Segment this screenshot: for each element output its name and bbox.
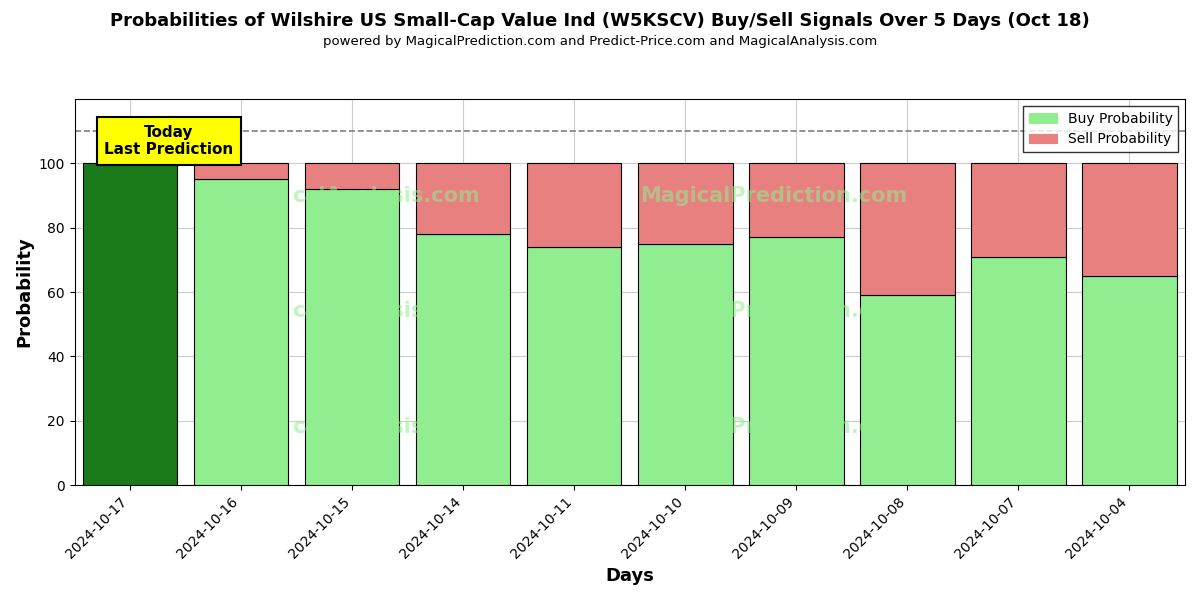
- Bar: [749, 163, 844, 238]
- Text: MagicalPrediction.com: MagicalPrediction.com: [641, 417, 907, 437]
- Text: powered by MagicalPrediction.com and Predict-Price.com and MagicalAnalysis.com: powered by MagicalPrediction.com and Pre…: [323, 35, 877, 48]
- Text: calAnalysis.com: calAnalysis.com: [292, 185, 480, 206]
- Text: calAnalysis.com: calAnalysis.com: [292, 301, 480, 322]
- Bar: [1082, 276, 1177, 485]
- Bar: [416, 163, 510, 234]
- Text: MagicalPrediction.com: MagicalPrediction.com: [641, 301, 907, 322]
- Bar: [305, 163, 400, 189]
- X-axis label: Days: Days: [605, 567, 654, 585]
- Text: Today
Last Prediction: Today Last Prediction: [104, 125, 234, 157]
- Bar: [416, 234, 510, 485]
- Legend: Buy Probability, Sell Probability: Buy Probability, Sell Probability: [1024, 106, 1178, 152]
- Bar: [527, 247, 622, 485]
- Bar: [194, 163, 288, 179]
- Text: calAnalysis.com: calAnalysis.com: [292, 417, 480, 437]
- Bar: [638, 244, 732, 485]
- Bar: [527, 163, 622, 247]
- Bar: [638, 163, 732, 244]
- Text: MagicalPrediction.com: MagicalPrediction.com: [641, 185, 907, 206]
- Bar: [305, 189, 400, 485]
- Bar: [194, 179, 288, 485]
- Y-axis label: Probability: Probability: [16, 237, 34, 347]
- Bar: [971, 163, 1066, 257]
- Bar: [971, 257, 1066, 485]
- Bar: [749, 238, 844, 485]
- Bar: [860, 295, 955, 485]
- Text: Probabilities of Wilshire US Small-Cap Value Ind (W5KSCV) Buy/Sell Signals Over : Probabilities of Wilshire US Small-Cap V…: [110, 12, 1090, 30]
- Bar: [1082, 163, 1177, 276]
- Bar: [83, 163, 178, 485]
- Bar: [860, 163, 955, 295]
